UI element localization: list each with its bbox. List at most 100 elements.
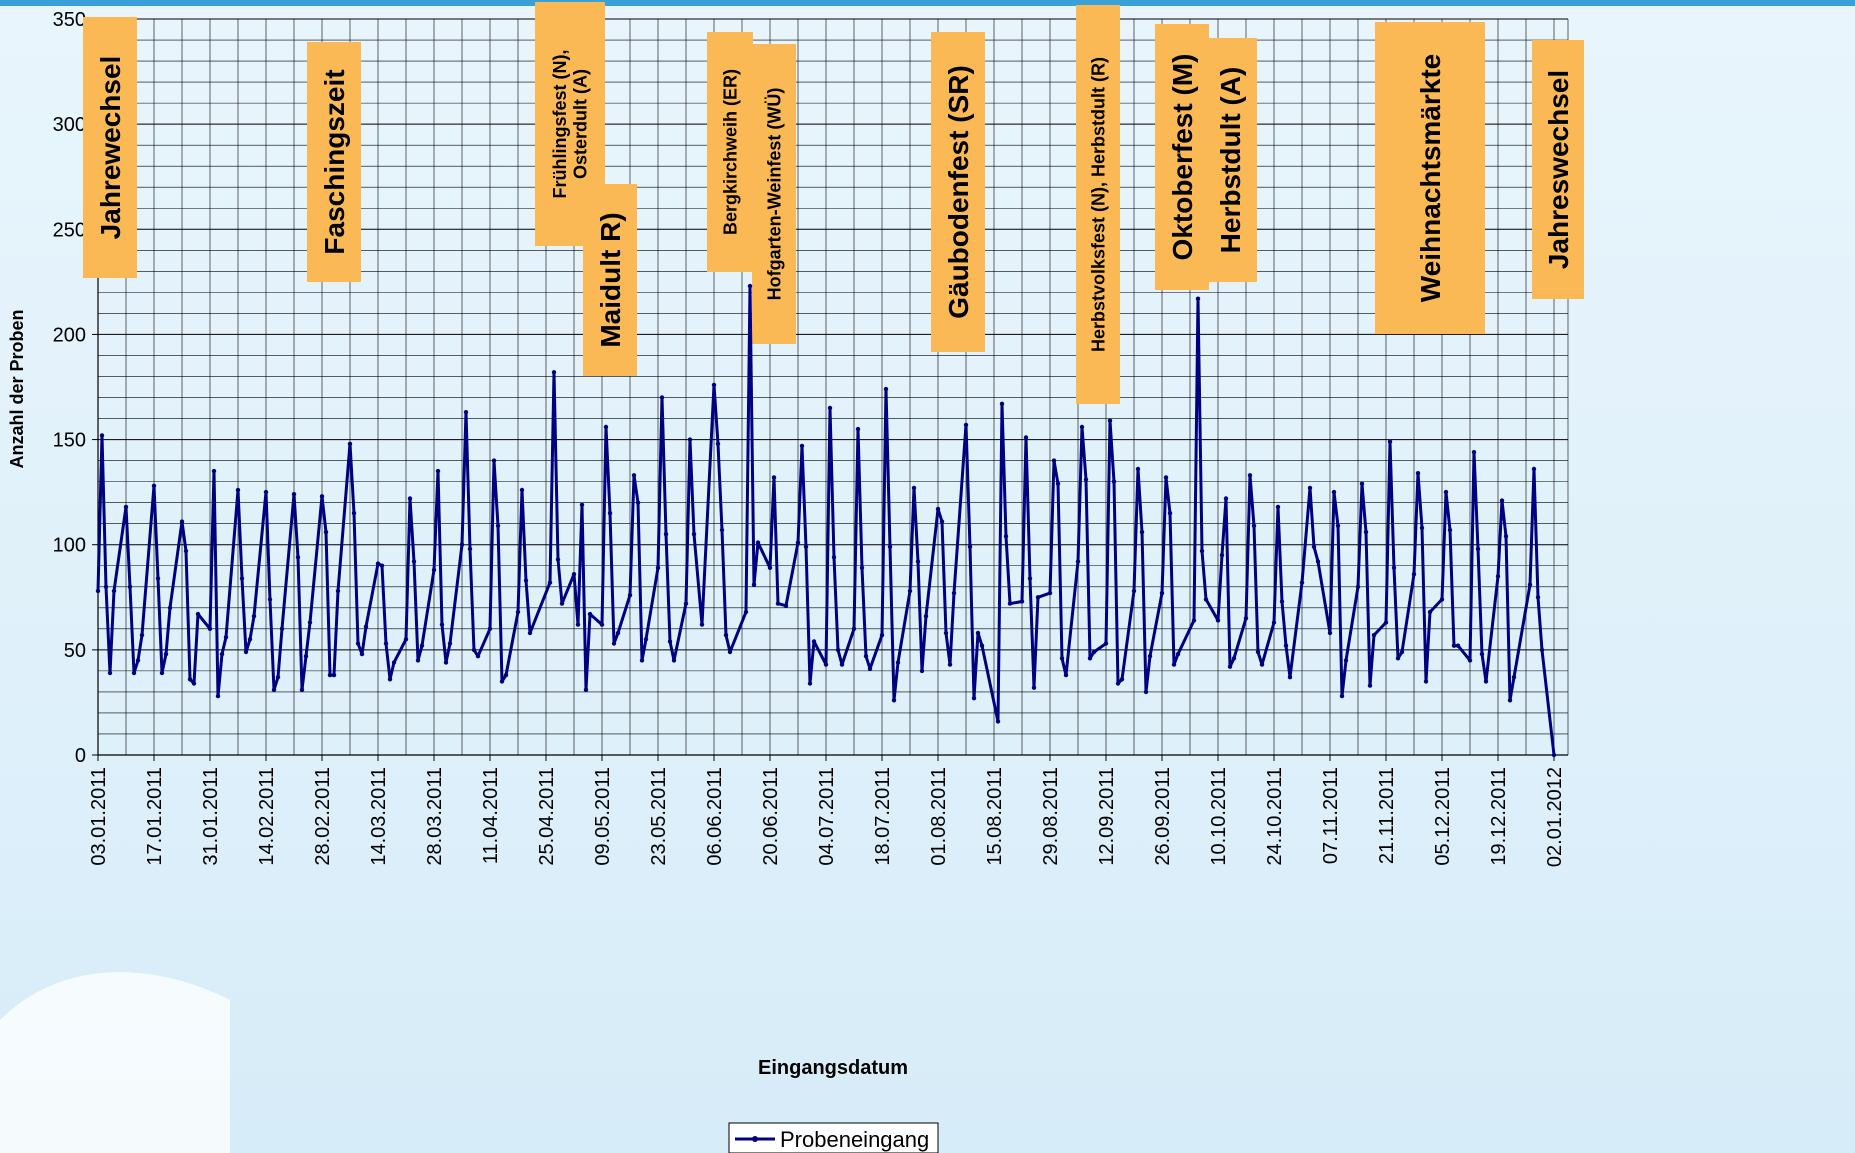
data-point <box>683 601 689 606</box>
data-point <box>555 557 561 562</box>
annotation-label: Maidult R) <box>595 212 626 347</box>
data-point <box>99 433 105 438</box>
data-point <box>411 559 417 564</box>
data-point <box>575 622 581 627</box>
data-point <box>1423 679 1429 684</box>
data-point <box>807 681 813 686</box>
x-axis-title: Eingangsdatum <box>758 1057 908 1079</box>
data-point <box>1391 565 1397 570</box>
data-point <box>743 609 749 615</box>
data-point <box>691 532 697 537</box>
data-point <box>607 511 613 516</box>
data-point <box>599 622 605 627</box>
data-point <box>715 441 721 446</box>
annotation-label-line: Jahrewechsel <box>95 56 126 240</box>
data-point <box>1411 572 1417 577</box>
data-point <box>711 382 717 388</box>
data-point <box>431 567 437 573</box>
data-point <box>1143 689 1149 695</box>
data-point <box>1367 683 1373 688</box>
x-tick-label: 02.01.2012 <box>1544 767 1566 867</box>
data-point <box>319 494 325 499</box>
data-point <box>491 458 497 463</box>
data-point <box>727 649 733 655</box>
data-point <box>911 485 917 491</box>
data-point <box>851 626 857 631</box>
data-point <box>1167 511 1173 516</box>
data-point <box>839 662 845 667</box>
data-point <box>747 283 753 289</box>
annotation-label: Jahreswechsel <box>1543 70 1574 269</box>
data-point <box>195 611 201 617</box>
axes: 0 50 100 150 200 250 300 350 03.01.2011 17.01.201… <box>53 9 1568 867</box>
x-tick-label: 12.09.2011 <box>1096 767 1118 866</box>
data-point <box>299 687 305 692</box>
data-point <box>95 588 101 594</box>
data-point <box>267 597 273 602</box>
data-point <box>1175 651 1181 657</box>
data-point <box>967 544 973 549</box>
data-point <box>947 662 953 667</box>
data-point <box>1223 496 1229 501</box>
data-point <box>1475 546 1481 552</box>
annotation-box <box>1203 38 1257 282</box>
data-point <box>1371 632 1377 638</box>
x-tick-label: 23.05.2011 <box>648 767 670 866</box>
annotation-label-line: Weihnachtsmärkte <box>1415 54 1446 302</box>
data-point <box>579 502 585 507</box>
data-point <box>327 672 333 678</box>
annotation-box <box>83 17 137 278</box>
data-point <box>719 527 725 533</box>
data-point <box>1227 664 1233 669</box>
data-point <box>127 584 133 589</box>
data-point <box>1147 654 1153 659</box>
data-point <box>1083 477 1089 482</box>
data-point <box>811 639 817 644</box>
data-point <box>107 670 113 676</box>
data-point <box>1087 656 1093 661</box>
data-point <box>419 643 425 648</box>
annotation-label: Frühlingsfest (N),Osterdult (A) <box>550 50 591 199</box>
data-point <box>1395 656 1401 661</box>
data-point <box>247 637 253 642</box>
annotation-label: Jahrewechsel <box>95 56 126 240</box>
data-point <box>139 632 145 638</box>
annotation-label: Bergkirchweih (ER) <box>720 69 740 235</box>
data-point <box>859 565 865 570</box>
data-point <box>131 670 137 676</box>
x-tick-label: 05.12.2011 <box>1432 767 1454 866</box>
data-point <box>187 677 193 682</box>
data-point <box>895 660 901 665</box>
data-point <box>639 658 645 663</box>
data-point <box>1307 485 1313 491</box>
data-point <box>459 542 465 547</box>
data-point <box>235 487 241 493</box>
data-point <box>1343 658 1349 663</box>
data-point <box>631 473 637 478</box>
data-point <box>515 609 521 615</box>
data-point <box>103 584 109 589</box>
data-point <box>1199 548 1205 554</box>
data-point <box>1315 559 1321 564</box>
data-point <box>215 693 221 699</box>
data-point <box>1063 672 1069 678</box>
data-point <box>1231 656 1237 661</box>
data-point <box>403 637 409 642</box>
data-point <box>263 489 269 495</box>
data-point <box>643 637 649 642</box>
data-point <box>635 500 641 505</box>
data-point <box>571 572 577 577</box>
data-point <box>1551 752 1557 758</box>
data-point <box>163 651 169 657</box>
data-point <box>1259 662 1265 667</box>
data-point <box>1387 439 1393 444</box>
data-point <box>1467 658 1473 663</box>
data-point <box>1279 599 1285 604</box>
legend: Probeneingang <box>728 1122 939 1153</box>
data-point <box>659 395 665 400</box>
data-point <box>1051 458 1057 463</box>
data-point <box>1455 643 1461 648</box>
data-point <box>883 386 889 392</box>
x-tick-label: 15.08.2011 <box>984 767 1006 866</box>
y-axis-title: Anzahl der Proben <box>7 309 27 468</box>
